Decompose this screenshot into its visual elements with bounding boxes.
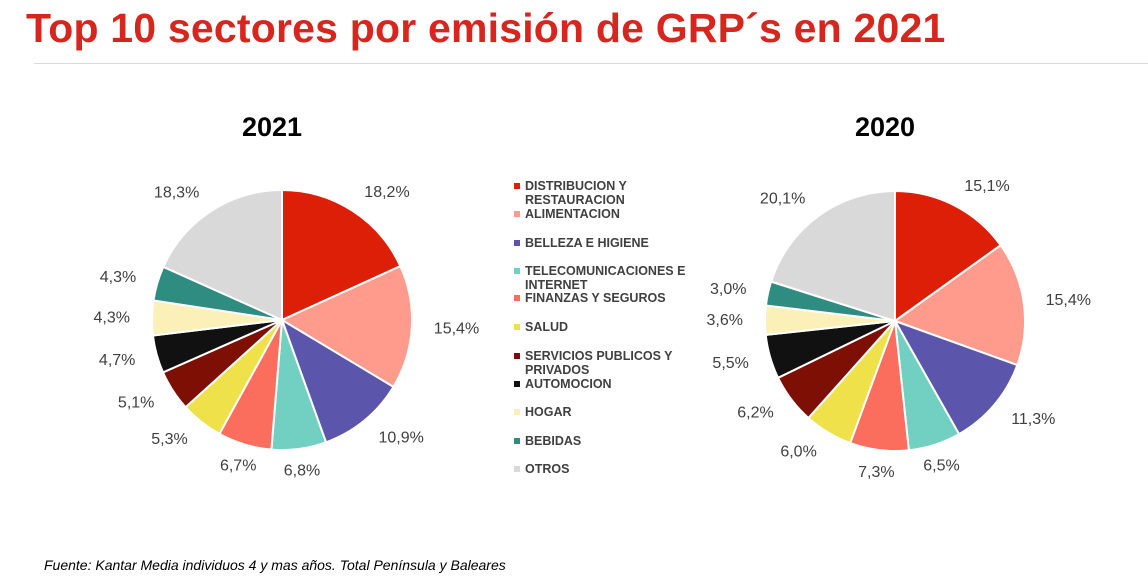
legend-label: FINANZAS Y SEGUROS bbox=[525, 291, 666, 305]
pie-slice bbox=[280, 317, 395, 444]
chart-title-2021: 2021 bbox=[241, 112, 303, 142]
legend-label: SERVICIOS PUBLICOS Y PRIVADOS bbox=[525, 349, 673, 377]
legend-label: OTROS bbox=[525, 462, 570, 476]
legend-label: DISTRIBUCION Y RESTAURACION bbox=[525, 179, 627, 207]
legend-swatch bbox=[514, 324, 520, 330]
legend-swatch bbox=[514, 211, 520, 217]
legend-label: BEBIDAS bbox=[525, 434, 582, 448]
legend-swatch bbox=[514, 268, 520, 274]
legend-label: HOGAR bbox=[525, 405, 572, 419]
data-label: 18,3% bbox=[154, 184, 199, 201]
data-label: 7,3% bbox=[858, 464, 894, 481]
page-title: Top 10 sectores por emisión de GRP´s en … bbox=[26, 5, 946, 51]
data-label: 5,1% bbox=[118, 395, 154, 412]
legend-label: AUTOMOCION bbox=[525, 377, 612, 391]
legend-label: SALUD bbox=[525, 320, 569, 334]
data-label: 15,1% bbox=[964, 178, 1009, 195]
chart-title-2020: 2020 bbox=[854, 112, 916, 142]
legend-swatch bbox=[514, 409, 520, 415]
legend-swatch bbox=[514, 438, 520, 444]
legend-swatch bbox=[514, 183, 520, 189]
data-label: 6,7% bbox=[220, 458, 256, 475]
data-label: 5,3% bbox=[151, 431, 187, 448]
data-label: 6,5% bbox=[923, 458, 959, 475]
data-label: 10,9% bbox=[379, 429, 424, 446]
pie-slice bbox=[894, 189, 1003, 323]
data-label: 6,2% bbox=[737, 405, 773, 422]
title-divider bbox=[34, 63, 1148, 64]
data-label: 4,7% bbox=[99, 352, 135, 369]
legend-swatch bbox=[514, 466, 520, 472]
data-label: 3,6% bbox=[707, 312, 743, 329]
pie-slice bbox=[162, 188, 283, 322]
pie-slice bbox=[769, 189, 896, 323]
data-label: 6,0% bbox=[780, 443, 816, 460]
data-label: 18,2% bbox=[364, 184, 409, 201]
source-note: Fuente: Kantar Media individuos 4 y mas … bbox=[44, 557, 506, 573]
legend-swatch bbox=[514, 353, 520, 359]
legend-swatch bbox=[514, 381, 520, 387]
data-label: 4,3% bbox=[94, 310, 130, 327]
data-label: 15,4% bbox=[1046, 292, 1091, 309]
data-label: 3,0% bbox=[710, 281, 746, 298]
data-label: 11,3% bbox=[1011, 411, 1055, 428]
pie-slice bbox=[892, 243, 1026, 367]
legend-label: BELLEZA E HIGIENE bbox=[525, 236, 649, 250]
legend-label: TELECOMUNICACIONES E INTERNET bbox=[525, 264, 686, 292]
legend-swatch bbox=[514, 295, 520, 301]
legend-swatch bbox=[514, 240, 520, 246]
pie-slice bbox=[281, 188, 402, 322]
data-label: 5,5% bbox=[712, 355, 748, 372]
pie-slice bbox=[279, 264, 413, 389]
legend-label: ALIMENTACION bbox=[525, 207, 620, 221]
data-label: 15,4% bbox=[434, 321, 479, 338]
data-label: 20,1% bbox=[760, 190, 805, 207]
pie-slice bbox=[892, 319, 1019, 436]
data-label: 4,3% bbox=[100, 269, 136, 286]
data-label: 6,8% bbox=[284, 463, 320, 480]
